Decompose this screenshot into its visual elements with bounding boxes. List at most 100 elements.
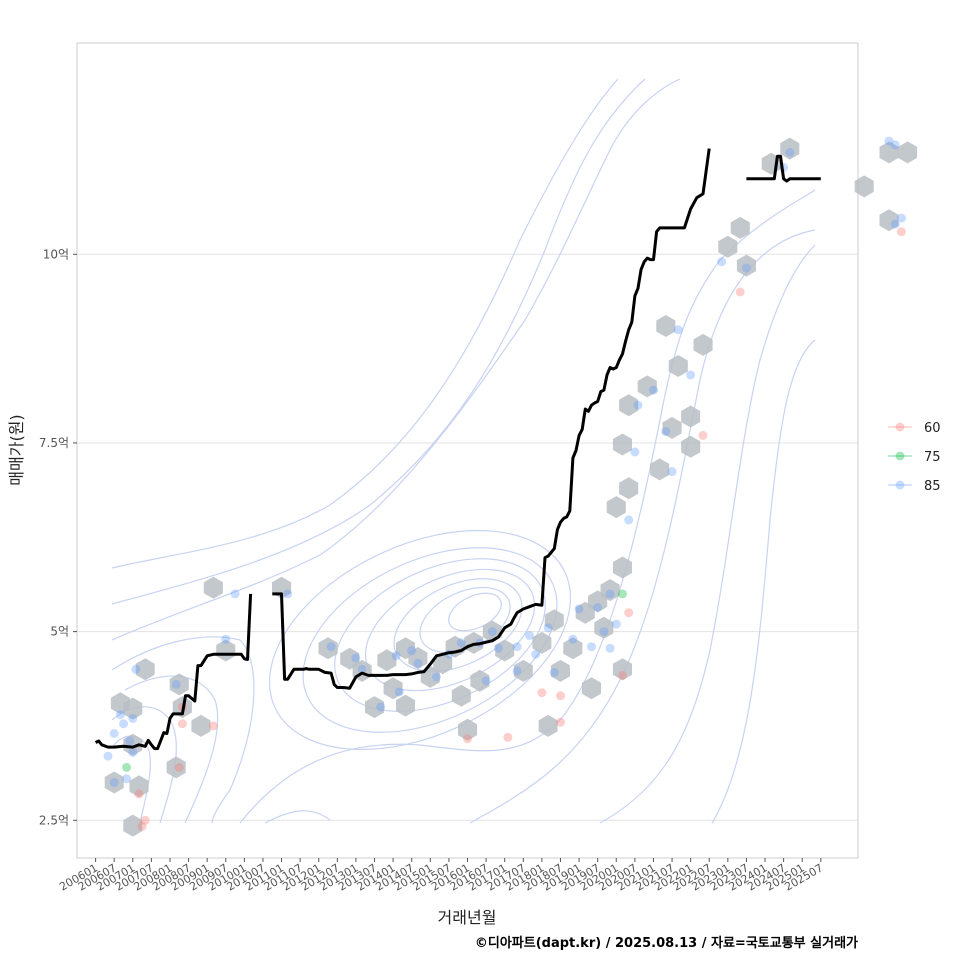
hexbin-cell: [879, 209, 899, 232]
hexbin-cell: [612, 658, 632, 681]
scatter-point: [537, 688, 547, 698]
scatter-point: [137, 821, 147, 831]
hexbin-cell: [854, 175, 874, 198]
hexbin-cell: [216, 639, 236, 662]
scatter-point: [890, 140, 900, 150]
scatter-point: [549, 667, 559, 677]
hexbin-cell: [532, 631, 552, 654]
legend-key-point: [895, 451, 905, 461]
scatter-point: [413, 658, 423, 668]
scatter-point: [174, 762, 184, 772]
scatter-point: [122, 774, 132, 784]
scatter-point: [741, 263, 751, 273]
scatter-point: [884, 136, 894, 146]
hexbin-cell: [681, 405, 701, 428]
hexbin-cell: [730, 216, 750, 239]
density-contour: [239, 189, 816, 824]
hexbin-cell: [637, 375, 657, 398]
y-tick-label: 5억: [50, 625, 69, 639]
legend-label: 85: [924, 479, 941, 494]
scatter-point: [221, 634, 231, 644]
density-contour: [448, 592, 502, 632]
scatter-point: [667, 467, 677, 477]
scatter-point: [432, 672, 441, 682]
hexbin-cell: [693, 333, 713, 356]
hexbin-cell: [736, 254, 756, 277]
hexbin-cell: [166, 756, 186, 779]
scatter-point: [131, 664, 141, 674]
scatter-point: [177, 719, 187, 729]
scatter-point: [698, 430, 708, 440]
hexbin-cell: [668, 355, 688, 377]
scatter-point: [119, 719, 128, 729]
hexbin-cell: [879, 141, 899, 164]
hexbin-cell: [581, 677, 601, 700]
median-price-line: [94, 148, 821, 751]
scatter-point: [128, 747, 138, 757]
scatter-point: [525, 630, 534, 640]
density-contour: [711, 339, 816, 824]
scatter-point: [208, 721, 218, 731]
scatter-point: [686, 370, 696, 380]
scatter-point: [896, 227, 906, 237]
y-axis-title: 매매가(원): [7, 414, 26, 485]
hexbin-cell: [718, 235, 738, 258]
density-contour: [111, 636, 255, 824]
scatter-point: [134, 789, 144, 799]
scatter-point: [556, 717, 565, 727]
legend-key-point: [895, 422, 905, 432]
hexbin-cell: [135, 658, 155, 681]
scatter-point: [463, 734, 472, 744]
scatter-point: [109, 778, 119, 787]
hexbin-cell: [563, 637, 583, 660]
hexbin-cell: [612, 556, 632, 579]
y-tick-label: 10억: [43, 247, 69, 261]
scatter-point: [283, 589, 293, 599]
scatter-point: [574, 604, 584, 614]
scatter-point: [512, 666, 522, 676]
scatter-point: [230, 589, 240, 599]
caption: ©디아파트(dapt.kr) / 2025.08.13 / 자료=국토교통부 실…: [475, 935, 858, 951]
scatter-point: [394, 687, 404, 697]
hexbin-cell: [495, 639, 515, 662]
y-tick-label: 7.5억: [39, 436, 69, 450]
hexbin-cell: [600, 579, 620, 602]
scatter-point: [611, 619, 621, 629]
hexbin-cell: [550, 659, 570, 682]
scatter-point: [717, 257, 727, 267]
hexbin-cell: [656, 315, 676, 337]
density-contour: [264, 810, 331, 824]
hexbin-cell: [123, 697, 143, 720]
density-contour: [111, 78, 646, 605]
scatter-point: [673, 325, 683, 335]
scatter-point: [115, 710, 125, 720]
hexbin-cell: [408, 647, 428, 669]
scatter-point: [618, 589, 627, 599]
scatter-point: [326, 642, 336, 652]
hexbin-cell: [681, 435, 701, 458]
scatter-point: [128, 713, 138, 723]
hexbin-cell: [612, 433, 632, 456]
scatter-point: [494, 643, 503, 653]
y-axis: 2.5억 5억 7.5억 10억: [39, 247, 77, 827]
scatter-point: [531, 649, 541, 659]
density-contour: [599, 244, 816, 824]
scatter-point: [624, 608, 634, 618]
scatter-point: [896, 213, 906, 223]
hexbin-cell: [191, 714, 211, 737]
scatter-point: [633, 400, 643, 410]
scatter-point: [605, 643, 615, 653]
hexbin-cell: [318, 637, 338, 660]
hexbin-cell: [544, 609, 564, 632]
density-contour: [469, 229, 816, 824]
scatter-point: [407, 646, 417, 655]
scatter-point: [503, 732, 513, 742]
scatter-point: [785, 147, 795, 157]
scatter-point: [618, 670, 627, 680]
scatter-point: [351, 653, 361, 663]
hexbin-cell: [538, 714, 558, 737]
legend: 60 75 85: [888, 421, 941, 494]
scatter-point: [735, 287, 745, 297]
scatter-point: [456, 638, 466, 648]
